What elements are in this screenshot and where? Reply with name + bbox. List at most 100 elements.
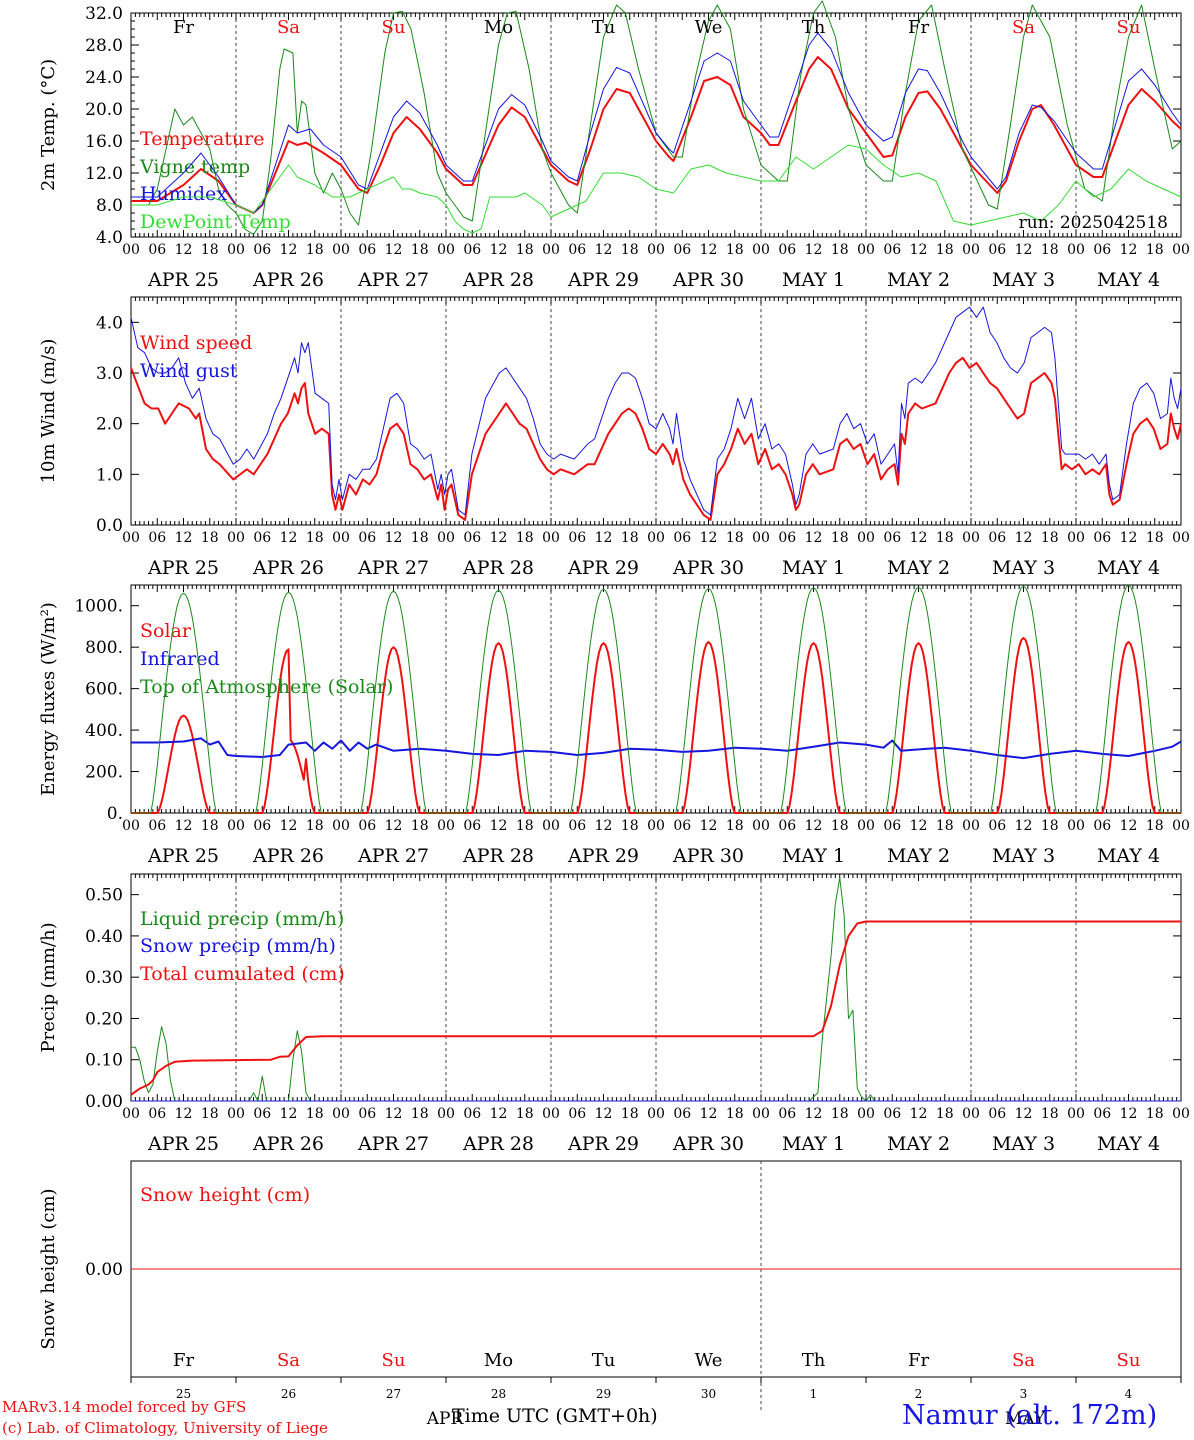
hour-tick-label: 12 [280,818,298,834]
hour-tick-label: 12 [1015,530,1033,546]
hour-tick-label: 18 [936,1106,954,1122]
hour-tick-label: 12 [1120,242,1138,258]
day-label: APR 29 [567,1133,639,1155]
day-label: APR 27 [357,269,429,291]
hour-tick-label: 18 [516,530,534,546]
hour-tick-label: 00 [647,242,665,258]
hour-tick-label: 06 [568,530,586,546]
y-axis-title: Snow height (cm) [38,1188,59,1349]
hour-tick-label: 12 [175,818,193,834]
hour-tick-label: 06 [253,242,271,258]
series-line-1-4 [131,144,1182,234]
lab-credit-line: (c) Lab. of Climatology, University of L… [2,1419,328,1437]
hour-tick-label: 18 [1041,1106,1059,1122]
hour-tick-label: 18 [726,818,744,834]
hour-tick-label: 00 [1172,530,1190,546]
hour-tick-label: 00 [122,818,140,834]
hour-tick-label: 06 [253,530,271,546]
hour-tick-label: 12 [385,530,403,546]
hour-tick-label: 00 [437,818,455,834]
hour-tick-label: 18 [726,242,744,258]
legend-entry: Liquid precip (mm/h) [140,908,344,930]
y-tick-label: 1000. [74,597,123,617]
hour-tick-label: 12 [595,818,613,834]
hour-tick-label: 18 [201,242,219,258]
hour-tick-label: 06 [988,1106,1006,1122]
hour-tick-label: 06 [883,530,901,546]
series-line-3-3 [131,584,1181,814]
hour-tick-label: 00 [962,818,980,834]
hour-tick-label: 06 [673,818,691,834]
hour-tick-label: 00 [332,242,350,258]
hour-tick-label: 00 [647,530,665,546]
day-label: APR 26 [252,269,324,291]
hour-tick-label: 06 [673,530,691,546]
hour-tick-label: 18 [621,1106,639,1122]
day-label: MAY 4 [1097,845,1160,867]
day-label: MAY 1 [782,845,845,867]
y-tick-label: 28.0 [85,36,123,56]
day-label: APR 30 [672,269,744,291]
hour-tick-label: 18 [516,1106,534,1122]
hour-tick-label: 06 [778,530,796,546]
day-number-label: 28 [491,1387,506,1401]
y-axis-title: Energy fluxes (W/m²) [38,602,59,796]
hour-tick-label: 18 [1041,530,1059,546]
hour-tick-label: 12 [385,818,403,834]
hour-tick-label: 12 [1015,242,1033,258]
hour-tick-label: 00 [647,1106,665,1122]
hour-tick-label: 00 [752,1106,770,1122]
day-label: MAY 4 [1097,1133,1160,1155]
y-tick-label: 2.0 [96,415,123,435]
day-label: APR 26 [252,1133,324,1155]
hour-tick-label: 18 [621,242,639,258]
weekday-label: Sa [277,17,300,38]
legend-entry: Top of Atmosphere (Solar) [140,676,393,698]
month-label: MAY [1005,1409,1046,1429]
hour-tick-label: 00 [962,242,980,258]
y-tick-label: 3.0 [96,364,123,384]
hour-tick-label: 18 [1146,1106,1164,1122]
legend-entry: DewPoint Temp [140,211,291,233]
day-number-label: 29 [596,1387,611,1401]
hour-tick-label: 12 [910,818,928,834]
hour-tick-label: 12 [700,1106,718,1122]
hour-tick-label: 18 [306,530,324,546]
hour-tick-label: 06 [673,242,691,258]
hour-tick-label: 00 [857,1106,875,1122]
hour-tick-label: 06 [778,818,796,834]
x-axis-title: Time UTC (GMT+0h) [452,1405,658,1427]
station-title: Namur (alt. 172m) [902,1400,1158,1431]
hour-tick-label: 06 [988,818,1006,834]
hour-tick-label: 00 [437,1106,455,1122]
hour-tick-label: 18 [1146,818,1164,834]
weekday-label: Mo [484,1350,513,1371]
day-label: APR 27 [357,845,429,867]
y-tick-label: 32.0 [85,4,123,24]
hour-tick-label: 12 [385,242,403,258]
y-tick-label: 0.00 [85,1092,123,1112]
hour-tick-label: 06 [673,1106,691,1122]
hour-tick-label: 00 [857,242,875,258]
day-label: MAY 3 [992,845,1055,867]
weekday-label: Sa [1012,17,1035,38]
day-label: APR 26 [252,557,324,579]
hour-tick-label: 12 [910,1106,928,1122]
day-label: MAY 2 [887,269,950,291]
day-label: APR 26 [252,845,324,867]
day-label: APR 29 [567,269,639,291]
hour-tick-label: 06 [148,242,166,258]
day-label: APR 25 [147,845,219,867]
hour-tick-label: 00 [227,1106,245,1122]
hour-tick-label: 06 [1093,242,1111,258]
day-label: APR 28 [462,269,534,291]
hour-tick-label: 00 [962,530,980,546]
hour-tick-label: 18 [831,242,849,258]
day-label: APR 29 [567,557,639,579]
day-label: MAY 1 [782,269,845,291]
day-number-label: 25 [176,1387,191,1401]
hour-tick-label: 06 [253,1106,271,1122]
y-tick-label: 0.10 [85,1051,123,1071]
hour-tick-label: 18 [1041,818,1059,834]
y-tick-label: 600. [85,680,123,700]
